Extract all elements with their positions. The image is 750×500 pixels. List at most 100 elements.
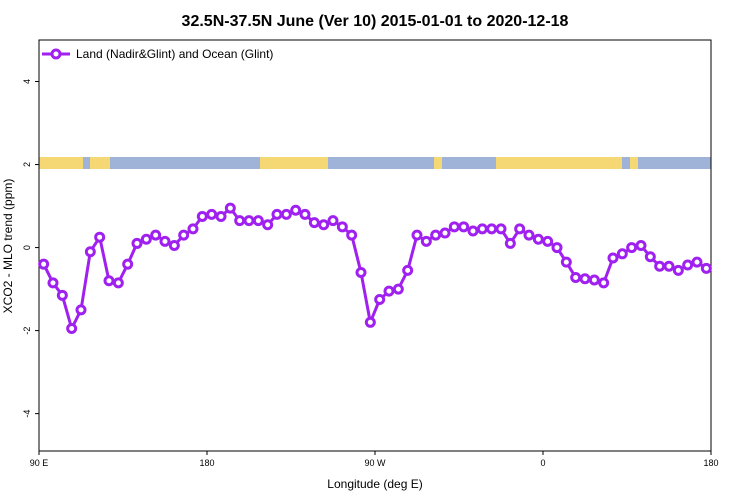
data-point (103, 275, 115, 287)
data-point (56, 289, 68, 301)
data-point (271, 208, 283, 220)
data-point (75, 304, 87, 316)
data-point (38, 258, 50, 270)
land-band-north-africa (434, 157, 442, 169)
data-point (131, 237, 143, 249)
land-band-japan (90, 157, 110, 169)
data-point (551, 242, 563, 254)
y-axis-label: XCO2 - MLO trend (ppm) (1, 179, 15, 314)
data-point (234, 215, 246, 227)
data-point (252, 215, 264, 227)
land-band-asia (39, 157, 83, 169)
data-point (299, 208, 311, 220)
x-tick-label: 0 (540, 458, 545, 468)
data-point (700, 262, 712, 274)
data-point (224, 202, 236, 214)
data-point (570, 271, 582, 283)
data-point (504, 237, 516, 249)
data-point (560, 256, 572, 268)
y-tick-label: 4 (22, 79, 32, 84)
data-point (691, 256, 703, 268)
data-point (178, 229, 190, 241)
y-tick-label: 2 (22, 162, 32, 167)
data-point (411, 229, 423, 241)
x-axis-label: Longitude (deg E) (327, 477, 422, 491)
land-band-north-america (260, 157, 328, 169)
data-point (346, 229, 358, 241)
legend-marker (50, 48, 62, 60)
data-point (383, 285, 395, 297)
data-point (430, 229, 442, 241)
data-point (495, 223, 507, 235)
data-point (215, 210, 227, 222)
data-point (588, 274, 600, 286)
land-band-middle-east (496, 157, 622, 169)
y-axis: -4 -2 0 2 4 (22, 79, 39, 418)
data-point (290, 204, 302, 216)
data-point (579, 273, 591, 285)
data-point (243, 215, 255, 227)
data-point (486, 223, 498, 235)
land-band-east-asia (630, 157, 638, 169)
x-tick-label: 90 E (30, 458, 49, 468)
data-point (168, 240, 180, 251)
map-strip (39, 157, 711, 169)
x-tick-label: 180 (703, 458, 718, 468)
data-point (318, 219, 330, 231)
data-point (206, 208, 218, 220)
data-point (308, 217, 320, 229)
data-point (532, 233, 544, 245)
data-point (187, 223, 199, 235)
data-point (635, 240, 647, 251)
legend: Land (Nadir&Glint) and Ocean (Glint) (42, 47, 273, 61)
data-point (523, 229, 535, 241)
data-point (420, 235, 432, 247)
series-layer (38, 202, 712, 335)
data-point (150, 229, 162, 241)
y-tick-label: -2 (22, 327, 32, 335)
x-axis: 90 E 180 90 W 0 180 (30, 451, 719, 468)
x-tick-label: 90 W (364, 458, 386, 468)
data-point (467, 225, 479, 237)
data-point (616, 248, 628, 260)
data-point (514, 223, 526, 235)
data-point (94, 231, 106, 243)
data-point (327, 215, 339, 227)
data-point (439, 227, 451, 239)
data-point (47, 277, 59, 289)
data-point (644, 251, 656, 263)
data-point (598, 277, 610, 289)
data-point (542, 235, 554, 247)
data-point (262, 219, 274, 231)
data-point (682, 259, 694, 271)
data-point (112, 277, 124, 289)
data-point (458, 221, 470, 233)
data-point (392, 283, 404, 295)
data-point (140, 233, 152, 245)
data-point (626, 242, 638, 254)
data-point (196, 210, 208, 222)
data-point (336, 221, 348, 233)
chart-title: 32.5N-37.5N June (Ver 10) 2015-01-01 to … (182, 13, 569, 30)
data-point (663, 260, 675, 272)
legend-label: Land (Nadir&Glint) and Ocean (Glint) (76, 47, 273, 61)
data-point (448, 221, 460, 233)
data-point (122, 258, 134, 270)
data-point (355, 266, 367, 278)
data-point (159, 235, 171, 247)
data-point (66, 323, 78, 335)
data-point (84, 246, 96, 258)
series-line (42, 206, 708, 330)
data-point (364, 316, 376, 328)
data-point (374, 293, 386, 305)
data-point (672, 264, 684, 276)
x-tick-label: 180 (199, 458, 214, 468)
data-point (654, 260, 666, 272)
data-point (280, 208, 292, 220)
data-point (607, 252, 619, 264)
y-tick-label: 0 (22, 245, 32, 250)
y-tick-label: -4 (22, 410, 32, 418)
data-point (476, 223, 488, 235)
data-point (402, 264, 414, 276)
